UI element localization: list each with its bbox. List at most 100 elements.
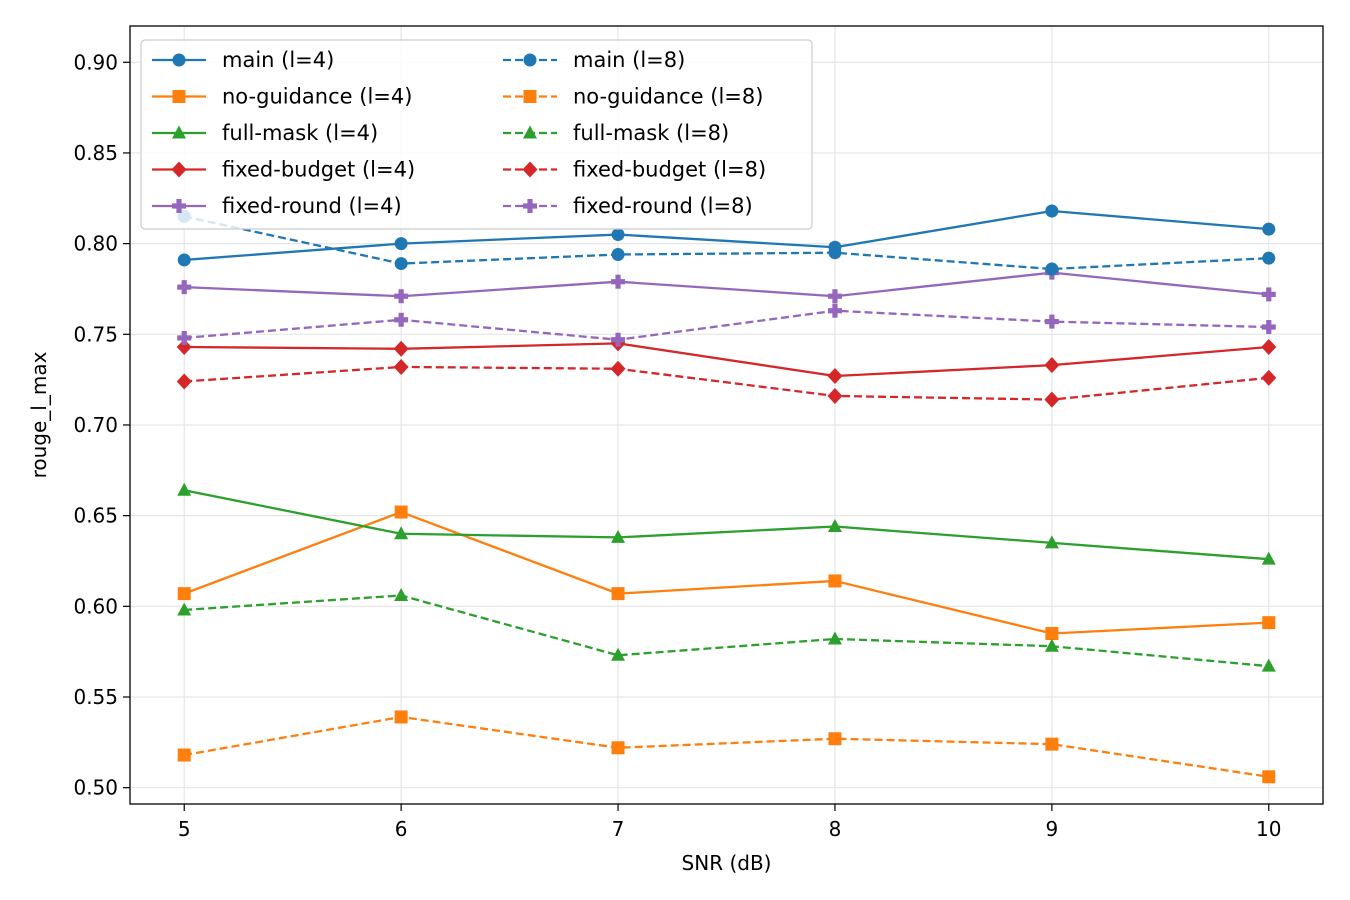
plus-bar-v (398, 289, 404, 304)
legend-marker (172, 125, 186, 139)
data-point (393, 340, 409, 357)
legend-item: full-mask (l=4) (152, 121, 378, 145)
data-point (611, 248, 625, 262)
data-point (827, 368, 843, 385)
series-7 (177, 587, 1276, 672)
series-9 (177, 303, 1276, 347)
y-tick-label: 0.50 (73, 776, 118, 800)
legend-label: full-mask (l=8) (573, 121, 729, 145)
legend-item: main (l=8) (503, 48, 685, 72)
series-line (184, 489, 1269, 561)
legend-label: fixed-round (l=4) (222, 194, 402, 218)
data-point (1045, 737, 1059, 751)
plus-bar-v (398, 312, 404, 327)
data-point (177, 253, 191, 267)
y-tick-label: 0.65 (73, 504, 118, 528)
plus-bar-v (1266, 320, 1272, 335)
data-point (177, 330, 192, 345)
legend-marker (172, 53, 186, 67)
series-8 (176, 358, 1277, 408)
data-point (1262, 770, 1276, 784)
data-point (177, 602, 192, 616)
y-axis-label: rouge_l_max (27, 351, 51, 478)
legend-item: fixed-budget (l=4) (152, 158, 415, 182)
data-point (1261, 287, 1276, 302)
data-point (1045, 262, 1059, 276)
plus-bar-v (615, 274, 621, 289)
y-tick-label: 0.75 (73, 322, 118, 346)
data-point (1261, 338, 1277, 355)
series-line (184, 365, 1269, 401)
plot-frame (129, 25, 1324, 805)
data-point (177, 748, 191, 762)
data-point (1044, 638, 1059, 652)
data-point (394, 526, 409, 540)
legend-label: full-mask (l=4) (222, 121, 378, 145)
series-6 (177, 710, 1276, 784)
legend-item: no-guidance (l=8) (503, 85, 763, 109)
data-point (1262, 222, 1276, 236)
x-tick-label: 7 (612, 817, 625, 841)
data-point (610, 360, 626, 377)
data-point (611, 529, 626, 543)
x-tick-label: 6 (395, 817, 408, 841)
series-0 (177, 204, 1276, 267)
data-point (611, 274, 626, 289)
y-tick-label: 0.70 (73, 413, 118, 437)
plus-bar-v (615, 332, 621, 347)
legend-item: fixed-round (l=4) (152, 194, 402, 218)
y-tick-label: 0.80 (73, 232, 118, 256)
plus-bar-v (1049, 314, 1055, 329)
data-point (1044, 357, 1060, 374)
data-point (1044, 535, 1059, 549)
data-point (394, 312, 409, 327)
data-point (1261, 551, 1276, 565)
legend-label: main (l=4) (222, 48, 334, 72)
legend-box (140, 39, 813, 230)
plus-bar-v (176, 199, 182, 213)
data-point (394, 257, 408, 271)
legend-marker (171, 161, 187, 178)
data-point (1044, 314, 1059, 329)
data-point (1045, 204, 1059, 218)
x-axis-label: SNR (dB) (682, 851, 772, 875)
data-point (394, 289, 409, 304)
series-line (184, 209, 1269, 262)
series-line (184, 715, 1269, 778)
data-point (177, 587, 191, 601)
data-point (827, 289, 842, 304)
data-point (394, 505, 408, 519)
data-point (611, 587, 625, 601)
data-point (1044, 391, 1060, 408)
data-point (611, 647, 626, 661)
data-point (176, 373, 192, 390)
legend-label: main (l=8) (573, 48, 685, 72)
data-point (611, 228, 625, 242)
legend-item: fixed-round (l=8) (503, 194, 753, 218)
legend-label: no-guidance (l=4) (222, 85, 412, 109)
data-point (1262, 616, 1276, 630)
legend-marker (172, 90, 186, 103)
plus-bar-v (1266, 287, 1272, 302)
series-2 (177, 482, 1276, 565)
legend-label: fixed-budget (l=8) (573, 158, 766, 182)
data-point (827, 303, 842, 318)
legend: main (l=4) no-guidance (l=4) full-mask (l=… (140, 39, 813, 230)
x-tick-label: 9 (1045, 817, 1058, 841)
legend-marker (523, 125, 537, 139)
data-point (1261, 320, 1276, 335)
data-point (1262, 251, 1276, 265)
legend-item: fixed-budget (l=8) (503, 158, 766, 182)
data-point (828, 574, 842, 588)
data-point (177, 482, 192, 496)
data-point (393, 358, 409, 375)
plus-bar-v (181, 280, 187, 295)
legend-marker (523, 90, 537, 103)
series-line (184, 309, 1269, 341)
series-line (184, 271, 1269, 298)
series-line (183, 215, 1269, 271)
series-line (184, 342, 1269, 378)
data-point (611, 741, 625, 755)
data-point (828, 732, 842, 746)
